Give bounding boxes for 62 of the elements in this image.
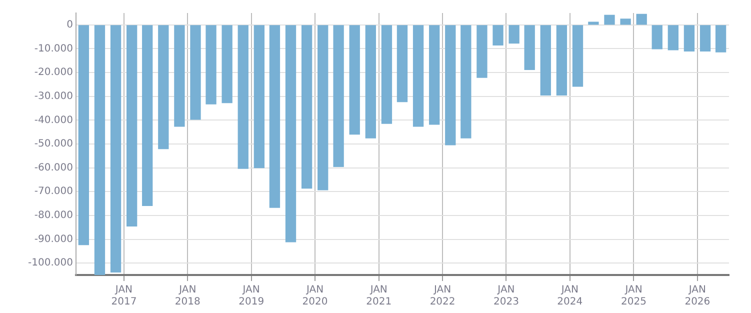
x-tick-label: JAN 2019 xyxy=(238,284,264,308)
bar xyxy=(365,25,376,138)
x-tick-label: JAN 2018 xyxy=(174,284,200,308)
bar xyxy=(94,25,106,275)
bar xyxy=(508,25,520,44)
x-tick-label: JAN 2017 xyxy=(111,284,137,308)
bar xyxy=(620,18,631,25)
x-tick-label: JAN 2024 xyxy=(557,284,583,308)
bar xyxy=(142,25,153,206)
bar xyxy=(238,25,248,169)
bar xyxy=(588,22,599,25)
bar xyxy=(412,25,424,127)
bar xyxy=(333,25,344,167)
y-tick-label: -90.000 xyxy=(34,234,73,245)
x-tick-label: JAN 2023 xyxy=(493,284,519,308)
bar xyxy=(78,25,90,246)
bar xyxy=(126,25,138,227)
bar xyxy=(604,14,615,25)
bar xyxy=(222,25,232,104)
bar xyxy=(460,25,472,138)
bar xyxy=(349,25,360,135)
bar xyxy=(190,25,201,120)
bar xyxy=(556,25,568,96)
bar xyxy=(636,14,647,25)
y-tick-label: -20.000 xyxy=(34,67,73,78)
y-tick-label: -50.000 xyxy=(34,138,73,150)
bar xyxy=(269,25,280,208)
x-tick-label: JAN 2021 xyxy=(366,284,392,308)
bar xyxy=(652,25,662,50)
y-tick-label: -10.000 xyxy=(34,43,73,54)
bar xyxy=(285,25,296,242)
bar xyxy=(668,25,679,50)
bar xyxy=(445,25,456,146)
y-tick-label: -80.000 xyxy=(34,210,73,222)
y-tick-label: -30.000 xyxy=(34,90,73,102)
bar xyxy=(700,25,711,52)
y-tick-label: -60.000 xyxy=(34,162,73,174)
bar xyxy=(110,25,122,272)
x-tick-label: JAN 2025 xyxy=(621,284,646,308)
bar xyxy=(476,25,488,78)
bar xyxy=(524,25,535,70)
bar xyxy=(301,25,312,189)
y-tick-label: -70.000 xyxy=(34,186,73,198)
x-tick-label: JAN 2026 xyxy=(684,284,710,308)
y-tick-label: -40.000 xyxy=(34,114,73,126)
bar xyxy=(572,25,584,87)
bar xyxy=(174,25,185,127)
bar xyxy=(254,25,265,168)
bar xyxy=(492,25,504,46)
y-tick-label: 0 xyxy=(66,20,73,31)
bar xyxy=(396,25,408,102)
bar xyxy=(381,25,392,124)
bar xyxy=(158,25,169,150)
bar xyxy=(318,25,328,190)
bar xyxy=(540,25,551,96)
bar xyxy=(206,25,216,104)
bar xyxy=(429,25,440,125)
y-tick-label: -100.000 xyxy=(28,258,73,269)
x-tick-label: JAN 2022 xyxy=(430,284,456,308)
bar xyxy=(715,25,726,52)
x-tick-label: JAN 2020 xyxy=(302,284,328,308)
bar xyxy=(684,25,695,52)
